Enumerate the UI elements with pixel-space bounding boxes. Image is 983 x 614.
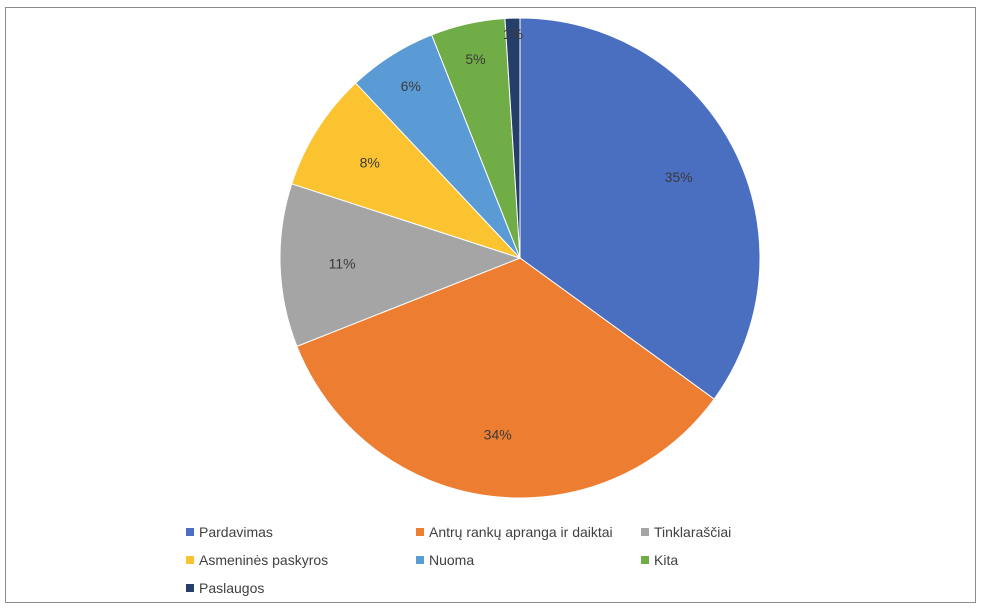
slice-data-label: 8% [360,155,380,171]
legend-item: Pardavimas [186,522,273,542]
slice-data-label: 11% [329,256,356,272]
chart-frame: 35% 34% 11% 8% 6% 5% 1% Pardavimas Antrų rankų … [5,7,976,603]
legend-item: Antrų rankų apranga ir daiktai [416,522,613,542]
legend-swatch [186,584,194,592]
slice-data-label: 34% [484,427,512,443]
legend-label: Paslaugos [199,580,265,596]
pie-slice-asmenin-s-paskyros [291,82,521,259]
legend: Pardavimas Antrų rankų apranga ir daiktai… [186,522,886,614]
legend-item: Nuoma [416,550,474,570]
legend-item: Asmeninės paskyros [186,550,328,570]
pie-slice-pardavimas [519,17,761,400]
pie-slice-tinklara-iai [279,183,522,347]
pie-slice-paslaugos [504,17,521,259]
slice-data-label: 35% [665,169,693,185]
slice-data-label: 5% [465,51,485,67]
legend-item: Tinklaraščiai [641,522,731,542]
legend-label: Asmeninės paskyros [199,552,329,568]
legend-swatch [186,556,194,564]
pie-chart: 35% 34% 11% 8% 6% 5% 1% [279,17,761,499]
legend-swatch [641,528,649,536]
legend-swatch [416,556,424,564]
legend-swatch [186,528,194,536]
slice-data-label: 6% [401,78,421,94]
legend-label: Tinklaraščiai [654,524,732,540]
legend-label: Kita [654,552,679,568]
pie-slice-antr-rank-apranga-ir-daiktai [296,257,715,499]
legend-item: Kita [641,550,678,570]
legend-swatch [416,528,424,536]
legend-label: Antrų rankų apranga ir daiktai [429,524,613,540]
legend-label: Pardavimas [199,524,273,540]
legend-label: Nuoma [429,552,475,568]
slice-data-label: 1% [503,26,523,42]
legend-swatch [641,556,649,564]
legend-item: Paslaugos [186,578,264,598]
